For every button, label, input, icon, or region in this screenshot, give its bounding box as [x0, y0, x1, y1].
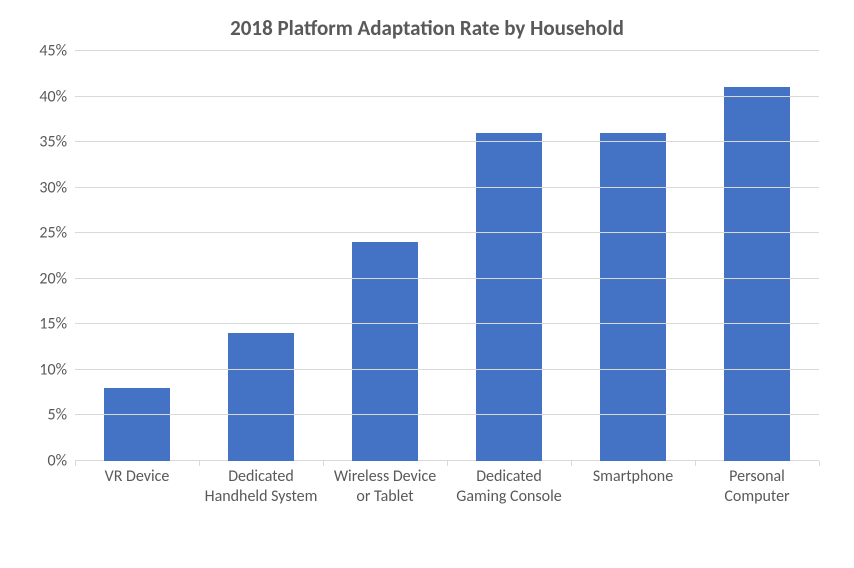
x-axis-labels: VR DeviceDedicated Handheld SystemWirele…	[75, 467, 819, 507]
bar	[228, 333, 295, 461]
x-tick-label: Wireless Device or Tablet	[323, 467, 447, 507]
bar-slot	[199, 51, 323, 461]
x-tick-mark	[695, 461, 696, 466]
bar-slot	[75, 51, 199, 461]
grid-line	[75, 96, 819, 97]
chart-container: 2018 Platform Adaptation Rate by Househo…	[0, 0, 854, 568]
grid-line	[75, 232, 819, 233]
grid-line	[75, 323, 819, 324]
x-tick-label: Personal Computer	[695, 467, 819, 507]
grid-line	[75, 414, 819, 415]
bar-slot	[447, 51, 571, 461]
y-tick-label: 35%	[39, 133, 75, 152]
grid-line	[75, 369, 819, 370]
x-tick-mark	[571, 461, 572, 466]
x-tick-label: Dedicated Handheld System	[199, 467, 323, 507]
bar	[352, 242, 419, 461]
bar-slot	[571, 51, 695, 461]
y-tick-label: 15%	[39, 315, 75, 334]
y-tick-label: 45%	[39, 42, 75, 61]
x-tick-mark	[819, 461, 820, 466]
chart-title: 2018 Platform Adaptation Rate by Househo…	[20, 15, 834, 41]
bar-slot	[695, 51, 819, 461]
x-tick-label: VR Device	[75, 467, 199, 507]
bar	[104, 388, 171, 461]
y-tick-label: 10%	[39, 360, 75, 379]
grid-line	[75, 187, 819, 188]
y-tick-label: 5%	[47, 406, 75, 425]
bars-group	[75, 51, 819, 461]
y-tick-label: 20%	[39, 269, 75, 288]
x-tick-mark	[323, 461, 324, 466]
y-tick-label: 40%	[39, 87, 75, 106]
bar	[724, 87, 791, 461]
x-tick-label: Dedicated Gaming Console	[447, 467, 571, 507]
bar	[476, 133, 543, 461]
grid-line	[75, 278, 819, 279]
bar	[600, 133, 667, 461]
y-tick-label: 25%	[39, 224, 75, 243]
grid-line	[75, 50, 819, 51]
grid-line	[75, 141, 819, 142]
x-tick-mark	[447, 461, 448, 466]
y-tick-label: 30%	[39, 178, 75, 197]
plot-area: 0%5%10%15%20%25%30%35%40%45%	[75, 51, 819, 461]
x-tick-mark	[199, 461, 200, 466]
x-tick-label: Smartphone	[571, 467, 695, 507]
y-tick-label: 0%	[47, 452, 75, 471]
bar-slot	[323, 51, 447, 461]
x-tick-mark	[75, 461, 76, 466]
